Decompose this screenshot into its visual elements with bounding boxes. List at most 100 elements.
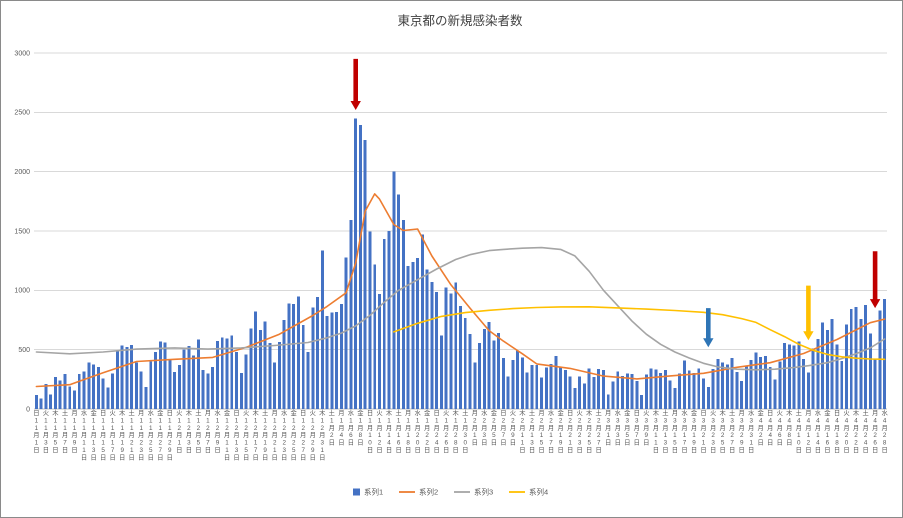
bar (487, 321, 491, 409)
bar (821, 322, 825, 409)
bar (625, 373, 629, 409)
bar (678, 373, 682, 409)
bar (292, 304, 296, 409)
bar (206, 373, 210, 409)
bar (439, 335, 443, 409)
legend-label: 系列3 (474, 487, 493, 497)
bar (644, 374, 648, 409)
bar (339, 304, 343, 409)
bar (215, 341, 219, 409)
bar (768, 366, 772, 409)
line-series (35, 193, 886, 388)
bar (802, 359, 806, 409)
bar (87, 362, 91, 409)
bar (287, 303, 291, 409)
bar (725, 364, 729, 409)
bar (144, 386, 148, 409)
bar (244, 354, 248, 409)
bar (730, 357, 734, 409)
bar (520, 357, 524, 409)
bar (616, 371, 620, 409)
red-arrow-right (869, 251, 881, 309)
bar (435, 291, 439, 409)
bar (120, 345, 124, 409)
bar (859, 318, 863, 409)
bar (316, 296, 320, 409)
bar (101, 378, 105, 409)
bar (449, 293, 453, 409)
bar (787, 344, 791, 409)
legend: 系列1 系列2 系列3 系列4 (353, 487, 548, 497)
bar (392, 171, 396, 409)
bar (139, 371, 143, 409)
bar (792, 345, 796, 409)
bar (430, 282, 434, 409)
annotation-arrows (350, 58, 881, 348)
bar (397, 194, 401, 409)
bar (225, 338, 229, 409)
bar (759, 356, 763, 409)
bar (601, 369, 605, 409)
bar (883, 299, 887, 409)
bar (454, 282, 458, 409)
bar (478, 343, 482, 409)
bar (344, 257, 348, 409)
bar (416, 257, 420, 409)
bar (73, 390, 76, 409)
bar (378, 293, 381, 409)
bar (864, 305, 868, 409)
bar (806, 372, 810, 409)
legend-marker-bar (353, 488, 360, 496)
bar (840, 360, 844, 409)
bar (468, 333, 472, 409)
bar (111, 373, 115, 409)
bar (230, 335, 234, 409)
bar (297, 296, 300, 409)
bar (192, 355, 196, 409)
bar (325, 316, 329, 409)
bar (492, 340, 496, 409)
legend-label: 系列1 (364, 487, 383, 497)
bar (635, 380, 639, 409)
bar (311, 307, 315, 409)
bar (235, 352, 238, 409)
bar (516, 350, 520, 409)
bar (301, 324, 305, 409)
bar (535, 364, 539, 409)
bar (749, 359, 753, 409)
bar (706, 386, 710, 409)
bar (335, 312, 339, 409)
